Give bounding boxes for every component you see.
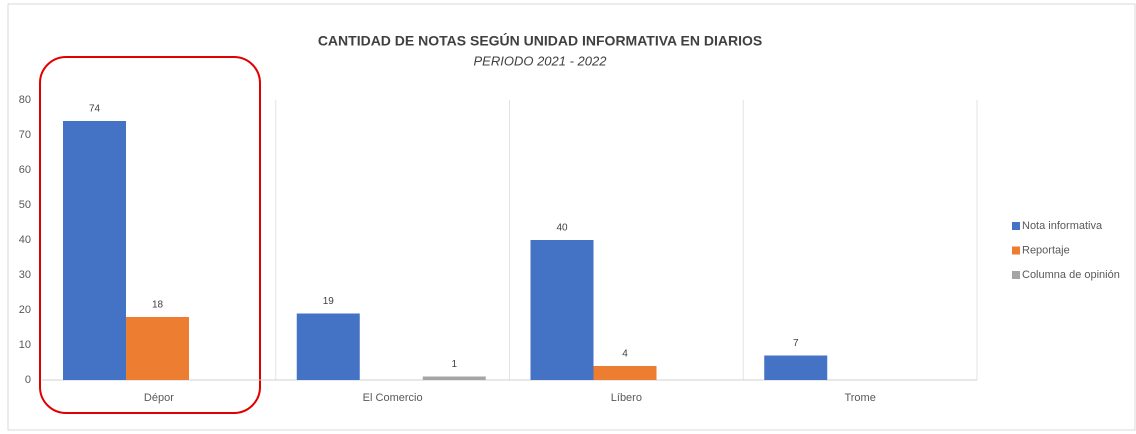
y-tick-label: 60 xyxy=(19,164,31,176)
data-label: 74 xyxy=(89,104,101,115)
y-tick-label: 70 xyxy=(19,129,31,141)
legend-swatch xyxy=(1012,222,1020,230)
legend-swatch xyxy=(1012,246,1020,255)
y-tick-label: 10 xyxy=(19,339,31,351)
x-tick-label: El Comercio xyxy=(363,392,423,404)
y-tick-label: 30 xyxy=(19,269,31,281)
legend-label: Nota informativa xyxy=(1022,220,1103,232)
legend-swatch xyxy=(1012,271,1020,279)
data-label: 19 xyxy=(323,296,335,307)
chart-subtitle: PERIODO 2021 - 2022 xyxy=(474,53,608,68)
highlight-box xyxy=(39,56,261,414)
data-label: 7 xyxy=(793,338,799,349)
bar xyxy=(422,376,486,380)
x-tick-label: Líbero xyxy=(611,392,642,404)
bar xyxy=(296,313,360,380)
y-tick-label: 20 xyxy=(19,304,31,316)
legend-label: Columna de opinión xyxy=(1022,269,1120,281)
data-label: 40 xyxy=(556,223,568,234)
bar xyxy=(530,240,594,380)
bar xyxy=(63,121,126,380)
chart-title: CANTIDAD DE NOTAS SEGÚN UNIDAD INFORMATI… xyxy=(318,32,762,49)
legend-label: Reportaje xyxy=(1022,244,1070,256)
y-tick-label: 80 xyxy=(19,94,31,106)
data-label: 4 xyxy=(622,349,628,360)
bar xyxy=(764,355,828,380)
x-tick-label: Dépor xyxy=(144,392,174,404)
y-tick-label: 40 xyxy=(19,234,31,246)
data-label: 18 xyxy=(152,300,164,311)
data-label: 1 xyxy=(451,359,457,370)
y-tick-label: 0 xyxy=(25,374,31,386)
x-tick-label: Trome xyxy=(844,392,875,404)
bar xyxy=(593,366,657,380)
y-tick-label: 50 xyxy=(19,199,31,211)
bar xyxy=(126,317,189,380)
